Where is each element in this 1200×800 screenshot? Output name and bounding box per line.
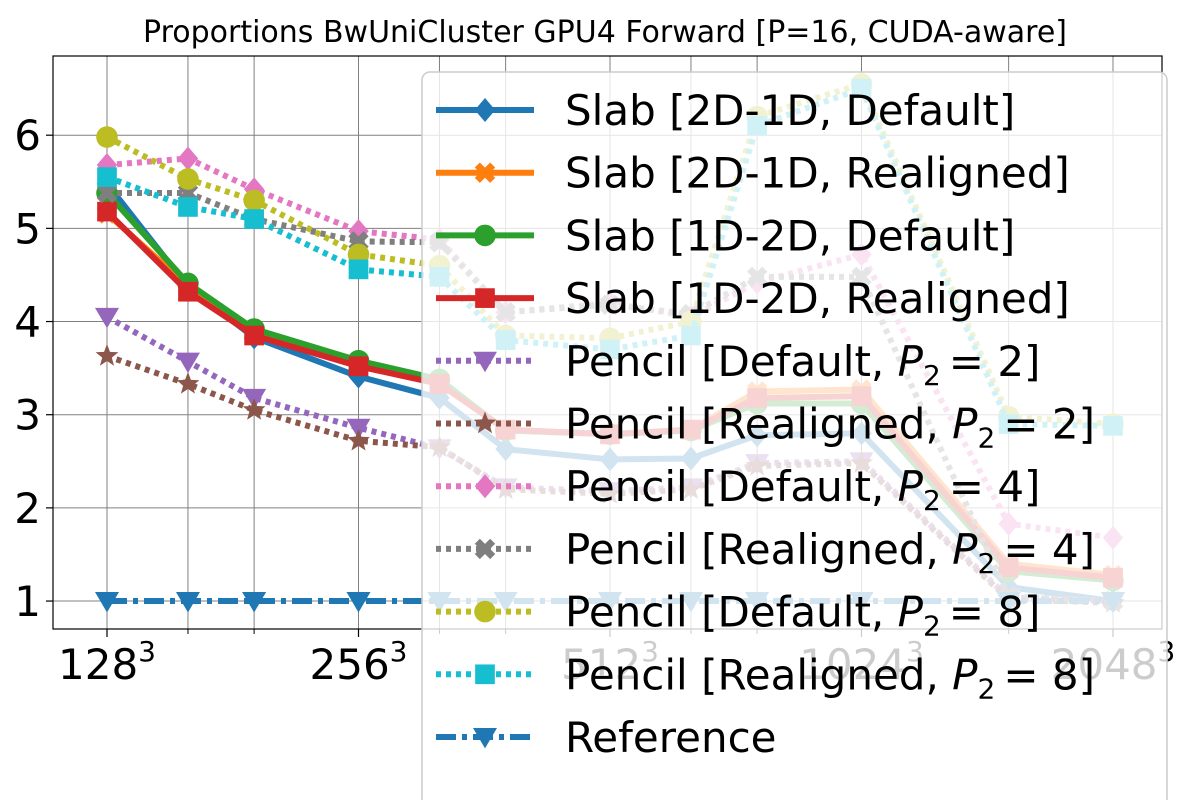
legend-item[interactable]: Pencil [Realigned, P2 = 8] [436,650,1095,705]
legend-label: Pencil [Default, P2 = 4] [565,462,1040,517]
data-point [474,538,496,560]
data-point [473,411,497,434]
legend-item[interactable]: Slab [1D-2D, Realigned] [436,274,1070,323]
data-point [244,209,264,229]
legend-label: Pencil [Default, P2 = 8] [565,588,1040,643]
data-point [175,352,200,373]
data-point [473,728,497,749]
data-point [346,592,371,613]
legend-box [421,71,1168,800]
data-point [474,162,496,183]
series-line [106,155,1114,541]
data-point [178,197,198,217]
data-point [243,189,265,212]
legend-item[interactable]: Slab [2D-1D, Realigned] [436,149,1070,198]
series-line [106,353,1114,606]
y-tick-label: 4 [14,298,41,347]
data-point [474,474,496,499]
data-point [97,201,117,222]
data-point [475,288,495,308]
data-point [474,98,496,122]
data-point [95,344,119,366]
data-point [177,168,199,190]
x-tick-base: 128 [58,640,138,689]
data-point [176,371,200,394]
data-point [97,167,117,187]
data-point [475,664,495,685]
x-tick-base: 256 [310,640,390,689]
y-tick-label: 2 [14,484,41,533]
legend-item[interactable]: Slab [2D-1D, Default] [436,86,1015,135]
y-tick-label: 1 [14,577,41,626]
legend-label: Slab [1D-2D, Default] [565,211,1015,260]
legend-item[interactable]: Slab [1D-2D, Default] [436,211,1015,260]
data-point [244,325,264,346]
legend-item[interactable]: Pencil [Realigned, P2 = 4] [436,525,1095,580]
data-point [96,126,118,148]
legend-label: Pencil [Default, P2 = 2] [565,337,1040,392]
legend-label: Pencil [Realigned, P2 = 2] [565,400,1095,455]
legend-item[interactable]: Pencil [Default, P2 = 4] [436,462,1040,517]
legend[interactable]: Slab [2D-1D, Default] Slab [2D-1D, Realig… [421,71,1168,800]
data-point [348,259,369,280]
y-tick-label: 6 [14,111,41,160]
data-point [95,592,119,613]
data-point [95,307,119,329]
legend-label: Slab [2D-1D, Realigned] [565,149,1070,198]
x-tick-exponent: 3 [390,635,408,668]
legend-label: Pencil [Realigned, P2 = 4] [565,525,1095,580]
x-tick-label: 1283 [58,635,156,689]
data-point [242,398,266,420]
data-point [474,600,496,623]
x-tick-exponent: 3 [138,635,156,668]
legend-label: Pencil [Realigned, P2 = 8] [565,650,1095,705]
y-tick-label: 5 [14,204,41,253]
legend-label: Slab [2D-1D, Default] [565,86,1015,135]
data-point [473,351,497,373]
data-point [474,224,496,247]
legend-item[interactable]: Pencil [Realigned, P2 = 2] [436,400,1095,455]
data-point [177,146,199,171]
data-point [347,428,370,451]
chart-title: Proportions BwUniCluster GPU4 Forward [P… [143,15,1067,50]
legend-item[interactable]: Pencil [Default, P2 = 2] [436,337,1040,392]
data-point [178,281,198,302]
legend-item[interactable]: Reference [436,713,777,762]
data-point [175,592,200,613]
x-tick-label: 2563 [310,635,408,689]
data-point [242,592,267,613]
legend-item[interactable]: Pencil [Default, P2 = 8] [436,588,1040,643]
data-point [96,182,118,204]
y-tick-label: 3 [14,391,41,440]
legend-label: Slab [1D-2D, Realigned] [565,274,1070,323]
data-point [348,356,369,377]
legend-label: Reference [565,713,777,762]
